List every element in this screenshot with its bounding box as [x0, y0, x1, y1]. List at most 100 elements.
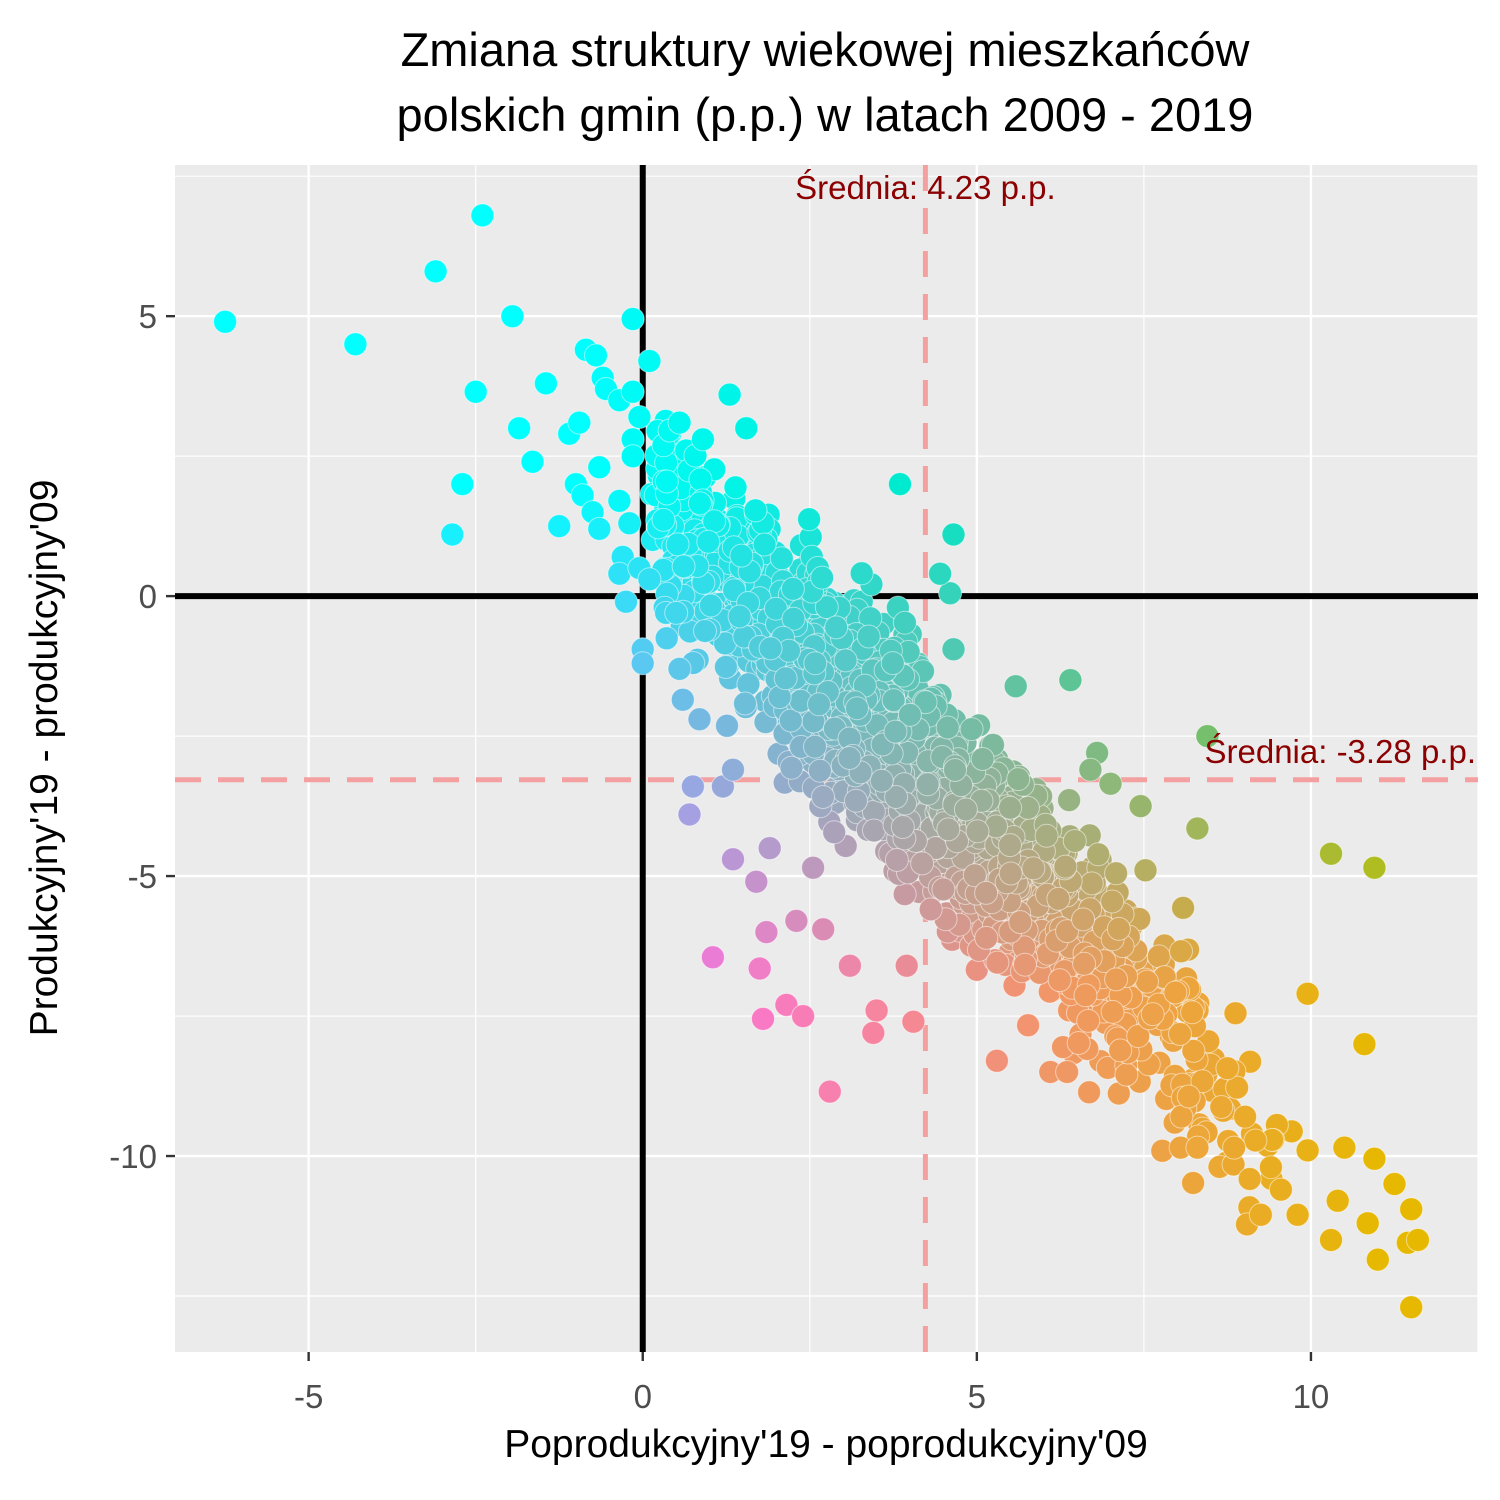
data-point [343, 332, 368, 357]
y-axis-title: Produkcyjny'19 - produkcyjny'09 [23, 480, 66, 1037]
data-point-cloud [1171, 895, 1196, 920]
data-point [614, 589, 638, 614]
data-point-cloud [814, 595, 839, 620]
data-point-cloud [824, 615, 849, 640]
data-point-cloud [733, 691, 757, 716]
data-point-cloud [654, 626, 679, 651]
data-point-cloud [1006, 767, 1031, 792]
data-point [1325, 1188, 1350, 1213]
data-point-cloud [935, 715, 960, 740]
data-point-cloud [1215, 1056, 1240, 1081]
data-point-cloud [696, 529, 721, 554]
data-point-cloud [962, 863, 987, 888]
data-point [607, 561, 632, 586]
data-point-cloud [974, 880, 999, 905]
x-tick-label: 0 [634, 1378, 652, 1415]
data-point [690, 427, 715, 452]
data-point-cloud [1181, 1038, 1206, 1063]
data-point-cloud [1034, 823, 1059, 848]
data-point-cloud [1047, 968, 1072, 993]
data-point-cloud [1146, 944, 1171, 969]
data-point [1365, 1247, 1390, 1272]
data-point-cloud [915, 772, 940, 797]
data-point-cloud [1233, 1104, 1258, 1129]
data-point-cloud [1169, 939, 1193, 964]
data-point-cloud [918, 897, 943, 922]
data-point-cloud [1076, 1008, 1101, 1033]
data-point-cloud [1104, 861, 1129, 886]
data-point-cloud [1046, 886, 1071, 911]
data-point-cloud [883, 719, 908, 744]
data-point [670, 687, 695, 712]
annotation-y-mean: Średnia: -3.28 p.p. [1204, 732, 1476, 770]
data-point [1332, 1135, 1357, 1160]
data-point-cloud [1114, 1062, 1139, 1087]
data-point-cloud [1053, 854, 1078, 879]
data-point [1355, 1211, 1380, 1236]
data-point-cloud [1100, 889, 1125, 914]
data-point [734, 416, 759, 441]
data-point [620, 444, 645, 469]
data-point-cloud [1108, 1038, 1133, 1063]
data-point [861, 1020, 886, 1045]
data-point-cloud [913, 690, 938, 715]
data-point-cloud [998, 795, 1023, 820]
data-point-cloud [849, 561, 874, 586]
y-tick-label: -5 [128, 858, 157, 895]
x-tick-label: 10 [1293, 1378, 1330, 1415]
data-point-cloud [807, 692, 831, 717]
data-point-cloud [974, 925, 999, 950]
data-point-cloud [833, 648, 858, 673]
data-point-cloud [758, 636, 783, 661]
data-point-cloud [856, 624, 881, 649]
data-points [213, 203, 1430, 1320]
data-point [664, 600, 689, 625]
chart-title-line-1: Zmiana struktury wiekowej mieszkańców [401, 23, 1251, 76]
data-point [1195, 724, 1220, 749]
data-point-cloud [998, 861, 1023, 886]
data-point-cloud [837, 746, 862, 770]
x-tick-label: -5 [294, 1378, 323, 1415]
data-point-cloud [743, 498, 768, 523]
data-point [801, 855, 826, 880]
data-point-cloud [943, 758, 967, 782]
data-point-cloud [1104, 967, 1129, 992]
mean-annotations: Średnia: 4.23 p.p. Średnia: -3.28 p.p. [795, 168, 1476, 770]
data-point [680, 774, 705, 799]
y-tick-label: -10 [109, 1138, 157, 1175]
data-point [1352, 1032, 1377, 1057]
data-point [637, 349, 662, 373]
data-point-cloud [803, 734, 827, 759]
data-point [984, 1048, 1009, 1073]
data-point [754, 920, 779, 945]
data-point [213, 309, 238, 334]
data-point [627, 405, 652, 429]
data-point [1258, 1155, 1283, 1180]
data-point [901, 1009, 926, 1034]
data-point-cloud [778, 708, 803, 733]
data-point [1319, 1228, 1343, 1252]
data-point-cloud [807, 758, 832, 783]
data-point-cloud [1016, 1013, 1041, 1038]
data-point-cloud [1021, 856, 1046, 881]
data-point [667, 410, 692, 435]
data-point [507, 416, 532, 441]
data-point-cloud [1133, 858, 1158, 883]
data-point-cloud [1243, 1128, 1268, 1153]
data-point [1285, 1202, 1310, 1227]
data-point [1382, 1172, 1407, 1196]
data-point-cloud [1163, 980, 1188, 1005]
data-point [751, 1006, 775, 1031]
data-point [584, 343, 608, 368]
data-point-cloud [1190, 1069, 1215, 1094]
data-point [500, 304, 525, 329]
data-point [450, 472, 475, 497]
data-point-cloud [1013, 952, 1037, 977]
data-point [700, 945, 725, 970]
data-point [667, 656, 692, 681]
data-point [721, 757, 745, 782]
data-point [617, 511, 642, 536]
data-point [1362, 855, 1387, 880]
data-point-cloud [654, 469, 679, 494]
data-point-cloud [1176, 1084, 1201, 1109]
